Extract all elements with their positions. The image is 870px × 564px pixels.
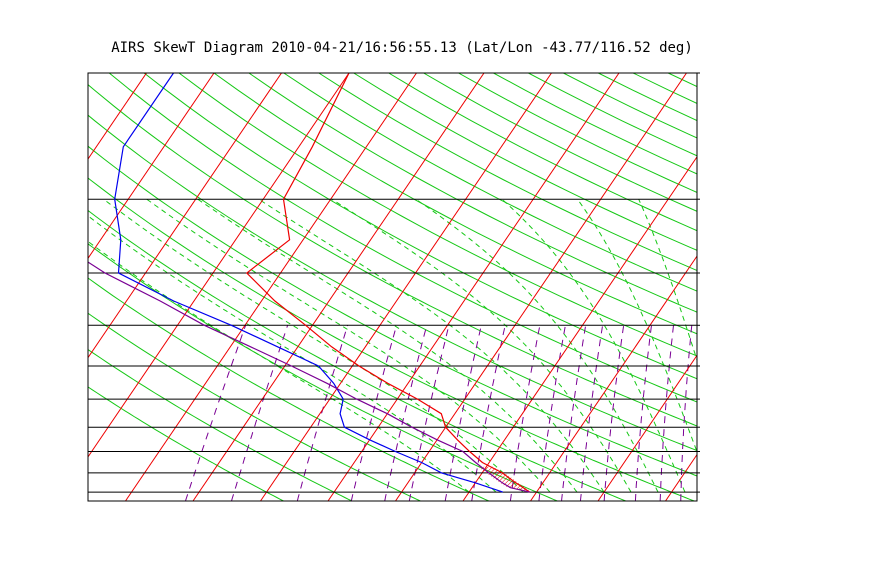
dry-adiabat-line <box>424 73 870 501</box>
isotherm-line <box>733 73 870 501</box>
mixing-ratio-line <box>385 325 427 501</box>
dry-adiabat-line <box>0 73 284 501</box>
isotherm-line <box>328 73 619 501</box>
isotherm-line <box>801 73 870 501</box>
mixing-ratio-line <box>562 325 586 501</box>
mixing-ratio-line <box>186 325 246 501</box>
isotherm-line <box>58 73 349 501</box>
mixing-ratio-lines <box>186 325 722 501</box>
mixing-ratio-line <box>660 325 673 501</box>
dry-adiabat-line <box>0 73 626 501</box>
dry-adiabat-line <box>4 73 762 501</box>
mixing-ratio-line <box>714 325 721 501</box>
dry-adiabat-line <box>668 73 870 501</box>
dry-adiabat-line <box>319 73 870 501</box>
dry-adiabat-line <box>459 73 870 501</box>
isotherm-line <box>261 73 552 501</box>
mixing-ratio-line <box>581 325 603 501</box>
dry-adiabat-line <box>494 73 870 501</box>
dry-adiabat-line <box>0 73 420 501</box>
moist-adiabat-line <box>147 199 550 492</box>
parcel-temp-line <box>0 73 530 492</box>
isobars <box>88 73 697 492</box>
isotherm-line <box>531 73 822 501</box>
chart-title: AIRS SkewT Diagram 2010-04-21/16:56:55.1… <box>111 40 693 56</box>
isotherm-line <box>463 73 754 501</box>
dry-adiabat-line <box>563 73 870 501</box>
dry-adiabat-line <box>633 73 870 501</box>
dry-adiabat-line <box>249 73 870 501</box>
isotherm-line <box>0 73 147 501</box>
mixing-ratio-line <box>351 325 396 501</box>
isotherm-line <box>0 73 12 501</box>
isotherm-line <box>193 73 484 501</box>
isotherm-line <box>0 73 214 501</box>
isotherm-line <box>0 73 282 501</box>
isotherm-line <box>0 73 79 501</box>
dry-adiabat-line <box>109 73 870 501</box>
dry-adiabat-line <box>0 73 352 501</box>
plot-area <box>0 73 870 501</box>
dry-adiabat-line <box>214 73 870 501</box>
moist-adiabat-line <box>502 199 685 492</box>
dry-adiabat-line <box>179 73 870 501</box>
moist-adiabat-line <box>639 199 739 492</box>
dry-adiabat-line <box>39 73 831 501</box>
